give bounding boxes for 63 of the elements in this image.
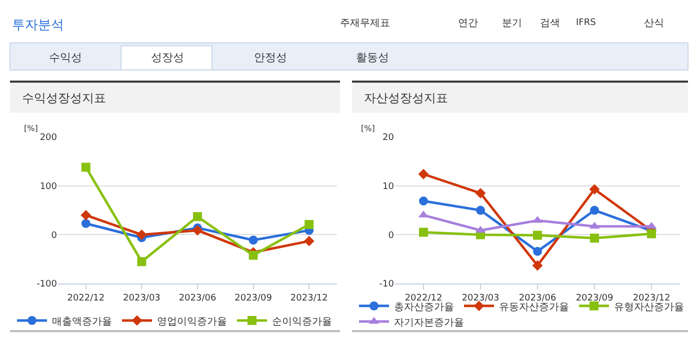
point <box>304 220 314 229</box>
point <box>532 260 543 271</box>
point <box>192 225 203 236</box>
y-tick-label: -10 <box>379 280 394 290</box>
text: 검색 <box>540 18 560 29</box>
chart-title: 수익성장성지표 <box>22 91 106 105</box>
point <box>193 212 202 222</box>
x-tick-label: 2023/12 <box>632 293 670 304</box>
point <box>80 210 92 220</box>
legend-label: 유형자산증가율 <box>614 302 684 313</box>
y-tick-label: 20 <box>382 133 394 144</box>
point <box>589 184 600 194</box>
y-tick-label: 200 <box>40 133 58 144</box>
text: 주재무제표 <box>340 18 390 29</box>
x-tick-label: 2022/12 <box>404 293 442 304</box>
point <box>248 236 258 245</box>
point <box>476 206 485 215</box>
legend-label: 자기자본증가율 <box>394 317 464 328</box>
x-tick-label: 2023/06 <box>518 293 556 304</box>
point <box>533 230 542 240</box>
x-tick-label: 2023/06 <box>178 293 216 304</box>
point <box>418 168 429 180</box>
y-tick-label: 100 <box>40 182 58 192</box>
point <box>136 230 147 240</box>
y-tick-label: 0 <box>388 230 394 241</box>
x-tick-label: 2023/09 <box>234 293 272 304</box>
x-tick-label: 2023/03 <box>462 293 500 304</box>
point <box>590 234 599 243</box>
text: 연간 <box>458 18 478 29</box>
point <box>304 236 314 246</box>
y-tick-label: -100 <box>36 280 58 290</box>
x-tick-label: 2022/12 <box>67 293 105 304</box>
point <box>533 246 542 256</box>
y-axis-title: [%] <box>24 124 38 133</box>
y-axis-title: [%] <box>361 124 375 133</box>
text: 투자분석 <box>12 18 64 33</box>
chart-title: 자산성장성지표 <box>364 91 448 105</box>
point <box>137 257 146 266</box>
legend-label: 영업이익증가율 <box>157 316 227 328</box>
x-tick-label: 2023/09 <box>576 293 614 304</box>
legend-label: 총자산증가율 <box>394 302 454 313</box>
text: 분기 <box>502 18 522 29</box>
point <box>248 250 258 260</box>
point <box>81 218 90 228</box>
text: 수익성 <box>49 51 82 64</box>
text: 산식 <box>644 18 664 29</box>
text: 활동성 <box>356 51 389 64</box>
y-tick-label: 0 <box>51 230 58 241</box>
text: 안정성 <box>254 51 287 64</box>
point <box>475 188 486 198</box>
x-tick-label: 2023/12 <box>290 293 328 304</box>
text: IFRS <box>576 18 596 28</box>
legend-label: 매출액증가율 <box>52 316 112 328</box>
legend-label: 유동자산증가율 <box>499 302 569 313</box>
point <box>590 206 599 215</box>
point <box>81 162 90 172</box>
text: 성장성 <box>151 51 184 64</box>
point <box>419 228 428 237</box>
point <box>647 229 656 238</box>
x-tick-label: 2023/03 <box>123 293 160 304</box>
legend-label: 순이익증가율 <box>272 316 332 328</box>
point <box>419 196 428 206</box>
y-tick-label: 10 <box>382 182 394 192</box>
